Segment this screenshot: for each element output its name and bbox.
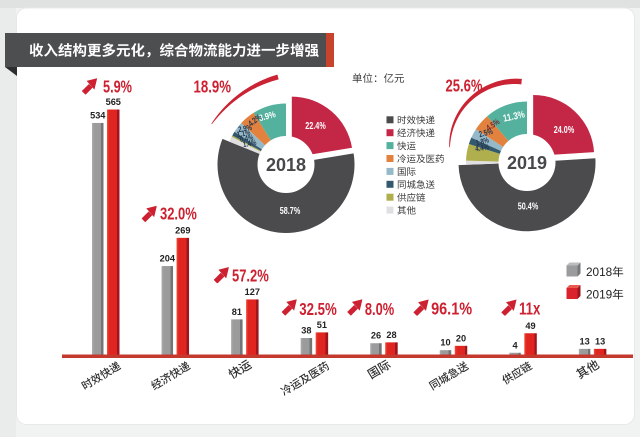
- svg-text:24.0%: 24.0%: [554, 125, 575, 136]
- svg-text:204: 204: [160, 254, 176, 264]
- svg-text:269: 269: [175, 225, 190, 235]
- svg-text:50.4%: 50.4%: [518, 202, 539, 213]
- svg-text:2018: 2018: [266, 155, 306, 175]
- svg-text:2.5%: 2.5%: [478, 126, 494, 139]
- svg-text:534: 534: [90, 110, 106, 120]
- svg-text:5.9%: 5.9%: [103, 77, 132, 97]
- svg-text:13: 13: [579, 336, 589, 346]
- svg-text:2019: 2019: [586, 288, 612, 302]
- svg-text:13: 13: [595, 336, 605, 346]
- svg-text:2.9%: 2.9%: [238, 123, 253, 134]
- svg-text:49: 49: [525, 321, 535, 331]
- svg-text:38: 38: [301, 326, 311, 336]
- svg-text:28: 28: [386, 330, 396, 340]
- svg-text:22.4%: 22.4%: [305, 121, 326, 132]
- svg-text:4: 4: [512, 340, 518, 350]
- svg-text:4.4%: 4.4%: [474, 142, 490, 154]
- svg-text:1.4%: 1.4%: [242, 138, 257, 149]
- svg-text:51: 51: [317, 320, 327, 330]
- svg-text:96.1%: 96.1%: [431, 299, 472, 319]
- svg-text:127: 127: [245, 287, 260, 297]
- svg-text:2018: 2018: [586, 265, 613, 279]
- svg-text:565: 565: [106, 97, 121, 107]
- svg-text:81: 81: [232, 307, 242, 317]
- svg-text:1.1%: 1.1%: [236, 128, 251, 139]
- svg-text:32.5%: 32.5%: [299, 299, 337, 319]
- svg-text:11.3%: 11.3%: [502, 109, 526, 124]
- svg-text:18.9%: 18.9%: [194, 76, 232, 96]
- svg-text:0.4%: 0.4%: [239, 133, 254, 144]
- svg-text:1.8%: 1.8%: [475, 136, 490, 148]
- svg-text:20: 20: [456, 333, 466, 343]
- svg-text:8.9%: 8.9%: [258, 109, 277, 123]
- svg-text:25.6%: 25.6%: [446, 76, 483, 96]
- svg-text:11x: 11x: [519, 299, 541, 319]
- svg-text:58.7%: 58.7%: [280, 206, 301, 217]
- svg-text:57.2%: 57.2%: [232, 266, 269, 286]
- svg-text:8.0%: 8.0%: [365, 299, 395, 319]
- svg-text:2019: 2019: [507, 153, 547, 173]
- svg-text:10: 10: [440, 338, 450, 348]
- svg-text:32.0%: 32.0%: [160, 204, 197, 224]
- svg-text:26: 26: [371, 331, 381, 341]
